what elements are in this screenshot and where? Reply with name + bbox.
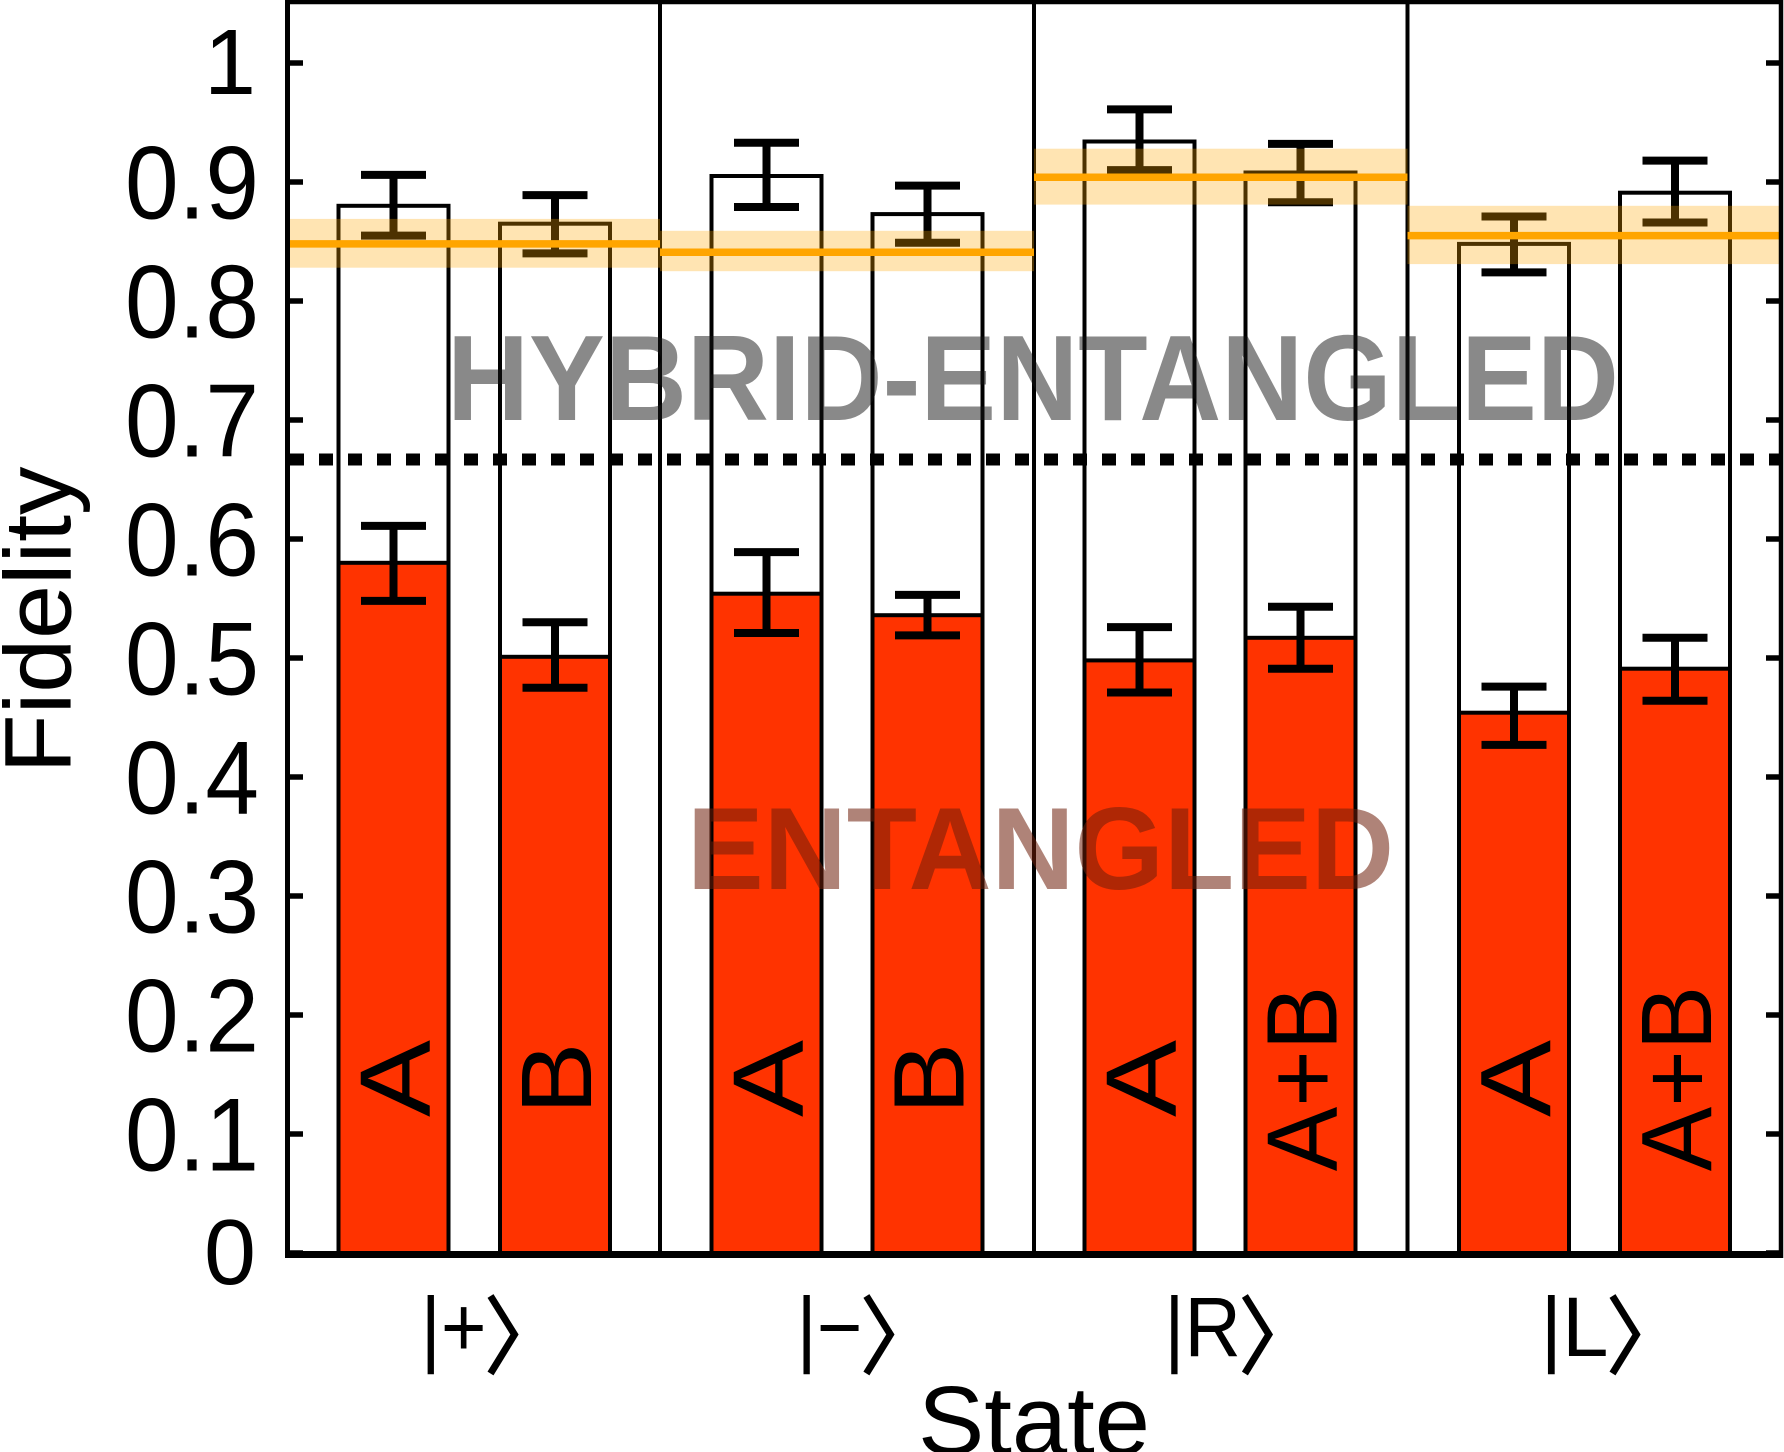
svg-text:0.5: 0.5 bbox=[125, 602, 259, 718]
svg-text:A+B: A+B bbox=[1621, 986, 1733, 1171]
svg-text:|+: |+ bbox=[421, 1280, 487, 1374]
svg-text:B: B bbox=[501, 1043, 613, 1115]
svg-text:B: B bbox=[874, 1043, 986, 1115]
svg-text:0.1: 0.1 bbox=[125, 1078, 259, 1194]
svg-text:|R: |R bbox=[1164, 1280, 1241, 1374]
svg-text:0.3: 0.3 bbox=[125, 840, 259, 956]
svg-text:0.4: 0.4 bbox=[125, 721, 259, 837]
svg-text:0: 0 bbox=[204, 1200, 256, 1304]
svg-text:0.7: 0.7 bbox=[125, 364, 259, 480]
svg-text:0.2: 0.2 bbox=[125, 959, 259, 1075]
svg-text:ENTANGLED: ENTANGLED bbox=[687, 783, 1394, 914]
svg-text:A+B: A+B bbox=[1247, 986, 1359, 1171]
svg-text:|−: |− bbox=[797, 1280, 863, 1374]
svg-text:A: A bbox=[1460, 1040, 1572, 1117]
svg-text:A: A bbox=[340, 1040, 452, 1117]
svg-text:A: A bbox=[713, 1040, 825, 1117]
svg-text:HYBRID-ENTANGLED: HYBRID-ENTANGLED bbox=[447, 310, 1619, 446]
svg-text:|L: |L bbox=[1541, 1280, 1609, 1374]
svg-text:State: State bbox=[918, 1366, 1150, 1452]
svg-text:0.9: 0.9 bbox=[125, 126, 259, 242]
svg-text:A: A bbox=[1086, 1040, 1198, 1117]
svg-text:Fidelity: Fidelity bbox=[0, 466, 92, 773]
svg-text:0.8: 0.8 bbox=[125, 245, 259, 361]
svg-text:1: 1 bbox=[204, 10, 256, 114]
svg-text:0.6: 0.6 bbox=[125, 483, 259, 599]
